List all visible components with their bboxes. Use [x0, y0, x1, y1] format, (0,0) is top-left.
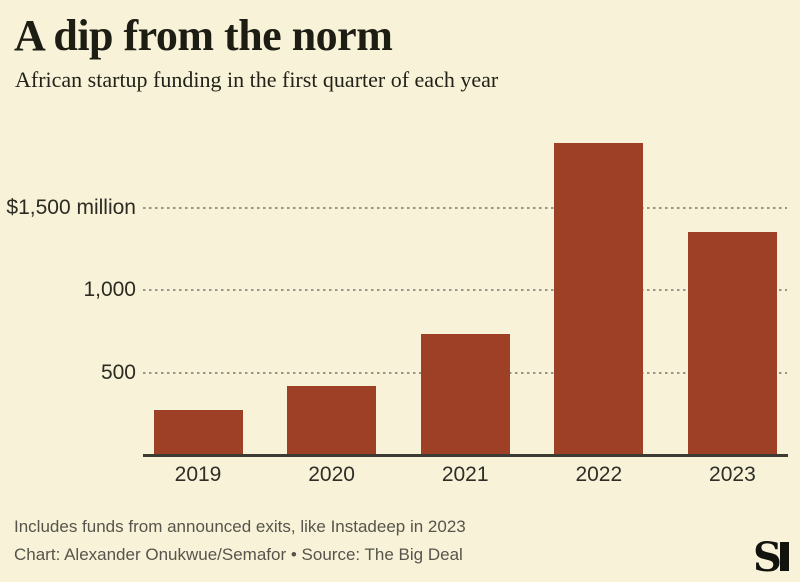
bar-2021	[420, 333, 510, 455]
x-tick-label-2019: 2019	[174, 463, 222, 486]
x-tick-label-2021: 2021	[441, 463, 489, 486]
x-tick-label-2022: 2022	[575, 463, 623, 486]
gridline-1000	[143, 289, 787, 291]
chart-footnote: Includes funds from announced exits, lik…	[14, 517, 466, 536]
svg-text:S: S	[755, 539, 782, 574]
y-tick-label-500: 500	[100, 360, 136, 384]
semafor-logo-icon: S	[755, 539, 789, 574]
bar-2019	[153, 410, 243, 455]
bar-2023	[687, 232, 777, 455]
bar-2020	[287, 385, 377, 455]
x-axis-line	[143, 454, 788, 457]
bar-2022	[554, 143, 644, 455]
chart-credit: Chart: Alexander Onukwue/Semafor • Sourc…	[14, 545, 463, 564]
chart-subtitle: African startup funding in the first qua…	[15, 67, 499, 92]
x-tick-label-2020: 2020	[308, 463, 355, 486]
chart-title: A dip from the norm	[14, 11, 393, 60]
y-tick-label-1500: $1,500 million	[6, 195, 136, 219]
y-tick-label-1000: 1,000	[83, 278, 136, 301]
x-tick-label-2023: 2023	[709, 463, 756, 486]
plot-area: 500 1,000 $1,500 million	[0, 129, 800, 455]
gridline-1500	[143, 206, 787, 209]
